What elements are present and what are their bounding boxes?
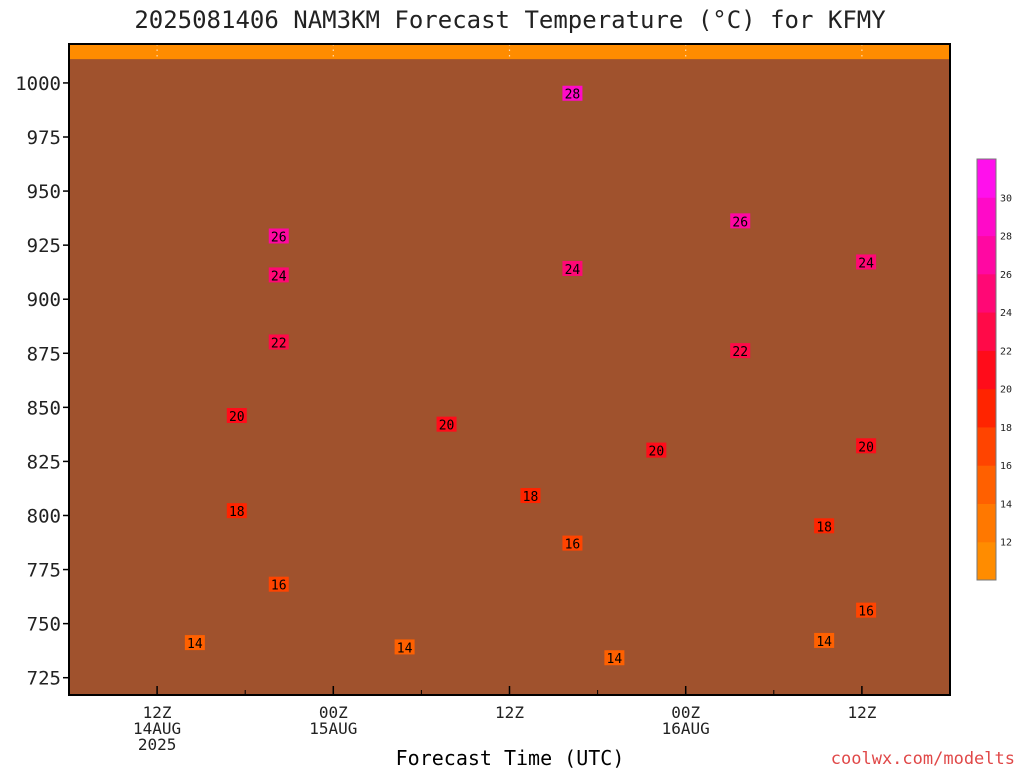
colorbar-tick-label: 28 (1000, 232, 1012, 243)
chart-title: 2025081406 NAM3KM Forecast Temperature (… (134, 6, 886, 34)
contour-label-bg (268, 334, 289, 350)
x-tick-label: 00Z (319, 703, 348, 722)
y-tick-label: 925 (27, 235, 61, 257)
colorbar-tick-label: 20 (1000, 385, 1012, 396)
contour-label-bg (226, 408, 247, 423)
y-tick-label: 825 (27, 451, 61, 473)
contour-label-bg (646, 442, 667, 458)
contour-label: 26 (732, 215, 748, 230)
y-tick-label: 975 (27, 127, 61, 149)
contour-label-bg (436, 416, 457, 432)
y-tick-label: 775 (27, 560, 61, 582)
contour-label: 22 (732, 345, 748, 360)
contour-label-bg (730, 213, 751, 229)
y-tick-label: 750 (27, 614, 61, 636)
contour-label: 20 (439, 419, 455, 434)
contour-label: 28 (565, 88, 581, 103)
contour-label-bg (814, 518, 835, 534)
contour-label: 14 (816, 635, 832, 650)
contour-label-bg (226, 503, 247, 519)
colorbar-segment (977, 235, 996, 275)
y-tick-label: 850 (27, 397, 61, 419)
colorbar-segment (977, 350, 996, 390)
colorbar-segment (977, 388, 996, 428)
x-tick-label: 16AUG (662, 719, 710, 738)
contour-label: 14 (397, 641, 413, 656)
contour-label-bg (520, 488, 541, 504)
ground-band (69, 59, 950, 695)
contour-labels: 14 14 14 14 16 16 16 18 18 18 20 20 20 20 22 22 24 24 24 26… (184, 85, 877, 667)
contour-label-bg (562, 260, 583, 276)
y-tick-label: 875 (27, 343, 61, 365)
x-tick-label: 12Z (847, 703, 876, 722)
contour-label-bg (394, 639, 415, 655)
contour-label: 20 (649, 445, 665, 460)
colorbar-tick-label: 26 (1000, 270, 1012, 281)
x-tick-label: 00Z (671, 703, 700, 722)
contour-label: 26 (271, 230, 287, 245)
contour-label: 18 (523, 490, 539, 505)
colorbar-tick-label: 30 (1000, 193, 1012, 204)
colorbar-segment (977, 541, 996, 581)
colorbar-tick-label: 18 (1000, 423, 1012, 434)
y-tick-label: 900 (27, 289, 61, 311)
x-tick-label: 14AUG (133, 719, 181, 738)
y-tick-label: 950 (27, 181, 61, 203)
colorbar-tick-label: 12 (1000, 538, 1012, 549)
contour-label-bg (562, 85, 583, 101)
y-tick-label: 800 (27, 505, 61, 527)
contour-label-bg (268, 267, 289, 283)
x-tick-label: 12Z (495, 703, 524, 722)
colorbar-segment (977, 503, 996, 543)
contour-label: 24 (858, 256, 874, 271)
contour-label: 24 (565, 263, 581, 278)
x-tick-label: 15AUG (309, 719, 357, 738)
contour-label: 16 (271, 579, 287, 594)
watermark: coolwx.com/modelts (831, 749, 1015, 768)
contour-label: 20 (858, 440, 874, 455)
colorbar-segment (977, 159, 996, 198)
contour-label: 14 (607, 652, 623, 667)
contour-label: 14 (187, 637, 203, 652)
contour-label: 18 (229, 505, 245, 520)
colorbar: 12 14 16 18 20 22 24 26 28 30 (976, 158, 1012, 581)
contour-label-bg (856, 438, 877, 454)
contour-label: 24 (271, 269, 287, 284)
contour-label-bg (184, 635, 205, 651)
y-tick-label: 1000 (15, 73, 61, 95)
contour-label-bg (814, 632, 835, 648)
colorbar-segment (977, 312, 996, 351)
colorbar-tick-label: 16 (1000, 461, 1012, 472)
colorbar-tick-label: 14 (1000, 500, 1012, 511)
contour-label: 18 (816, 520, 832, 535)
contour-label-bg (604, 650, 625, 666)
contour-label: 16 (565, 538, 581, 553)
contour-label: 20 (229, 410, 245, 425)
x-tick-label: 2025 (138, 735, 177, 754)
contour-label-bg (562, 535, 583, 551)
contour-label-bg (856, 602, 877, 618)
colorbar-frame (976, 158, 997, 581)
colorbar-segment (977, 273, 996, 313)
y-axis: 725 750 775 800 825 850 875 900 925 950 975 1000 (15, 73, 69, 690)
contour-label-bg (856, 254, 877, 270)
contour-label: 22 (271, 336, 287, 351)
colorbar-tick-label: 22 (1000, 346, 1012, 357)
colorbar-tick-label: 24 (1000, 308, 1012, 319)
contour-label-bg (268, 228, 289, 244)
x-axis-title: Forecast Time (UTC) (396, 746, 625, 768)
x-tick-label: 12Z (143, 703, 172, 722)
colorbar-segment (977, 197, 996, 237)
contour-label: 16 (858, 605, 874, 620)
contour-label-bg (730, 343, 751, 359)
contour-label-bg (268, 576, 289, 592)
colorbar-segment (977, 465, 996, 504)
y-tick-label: 725 (27, 668, 61, 690)
colorbar-segment (977, 426, 996, 466)
